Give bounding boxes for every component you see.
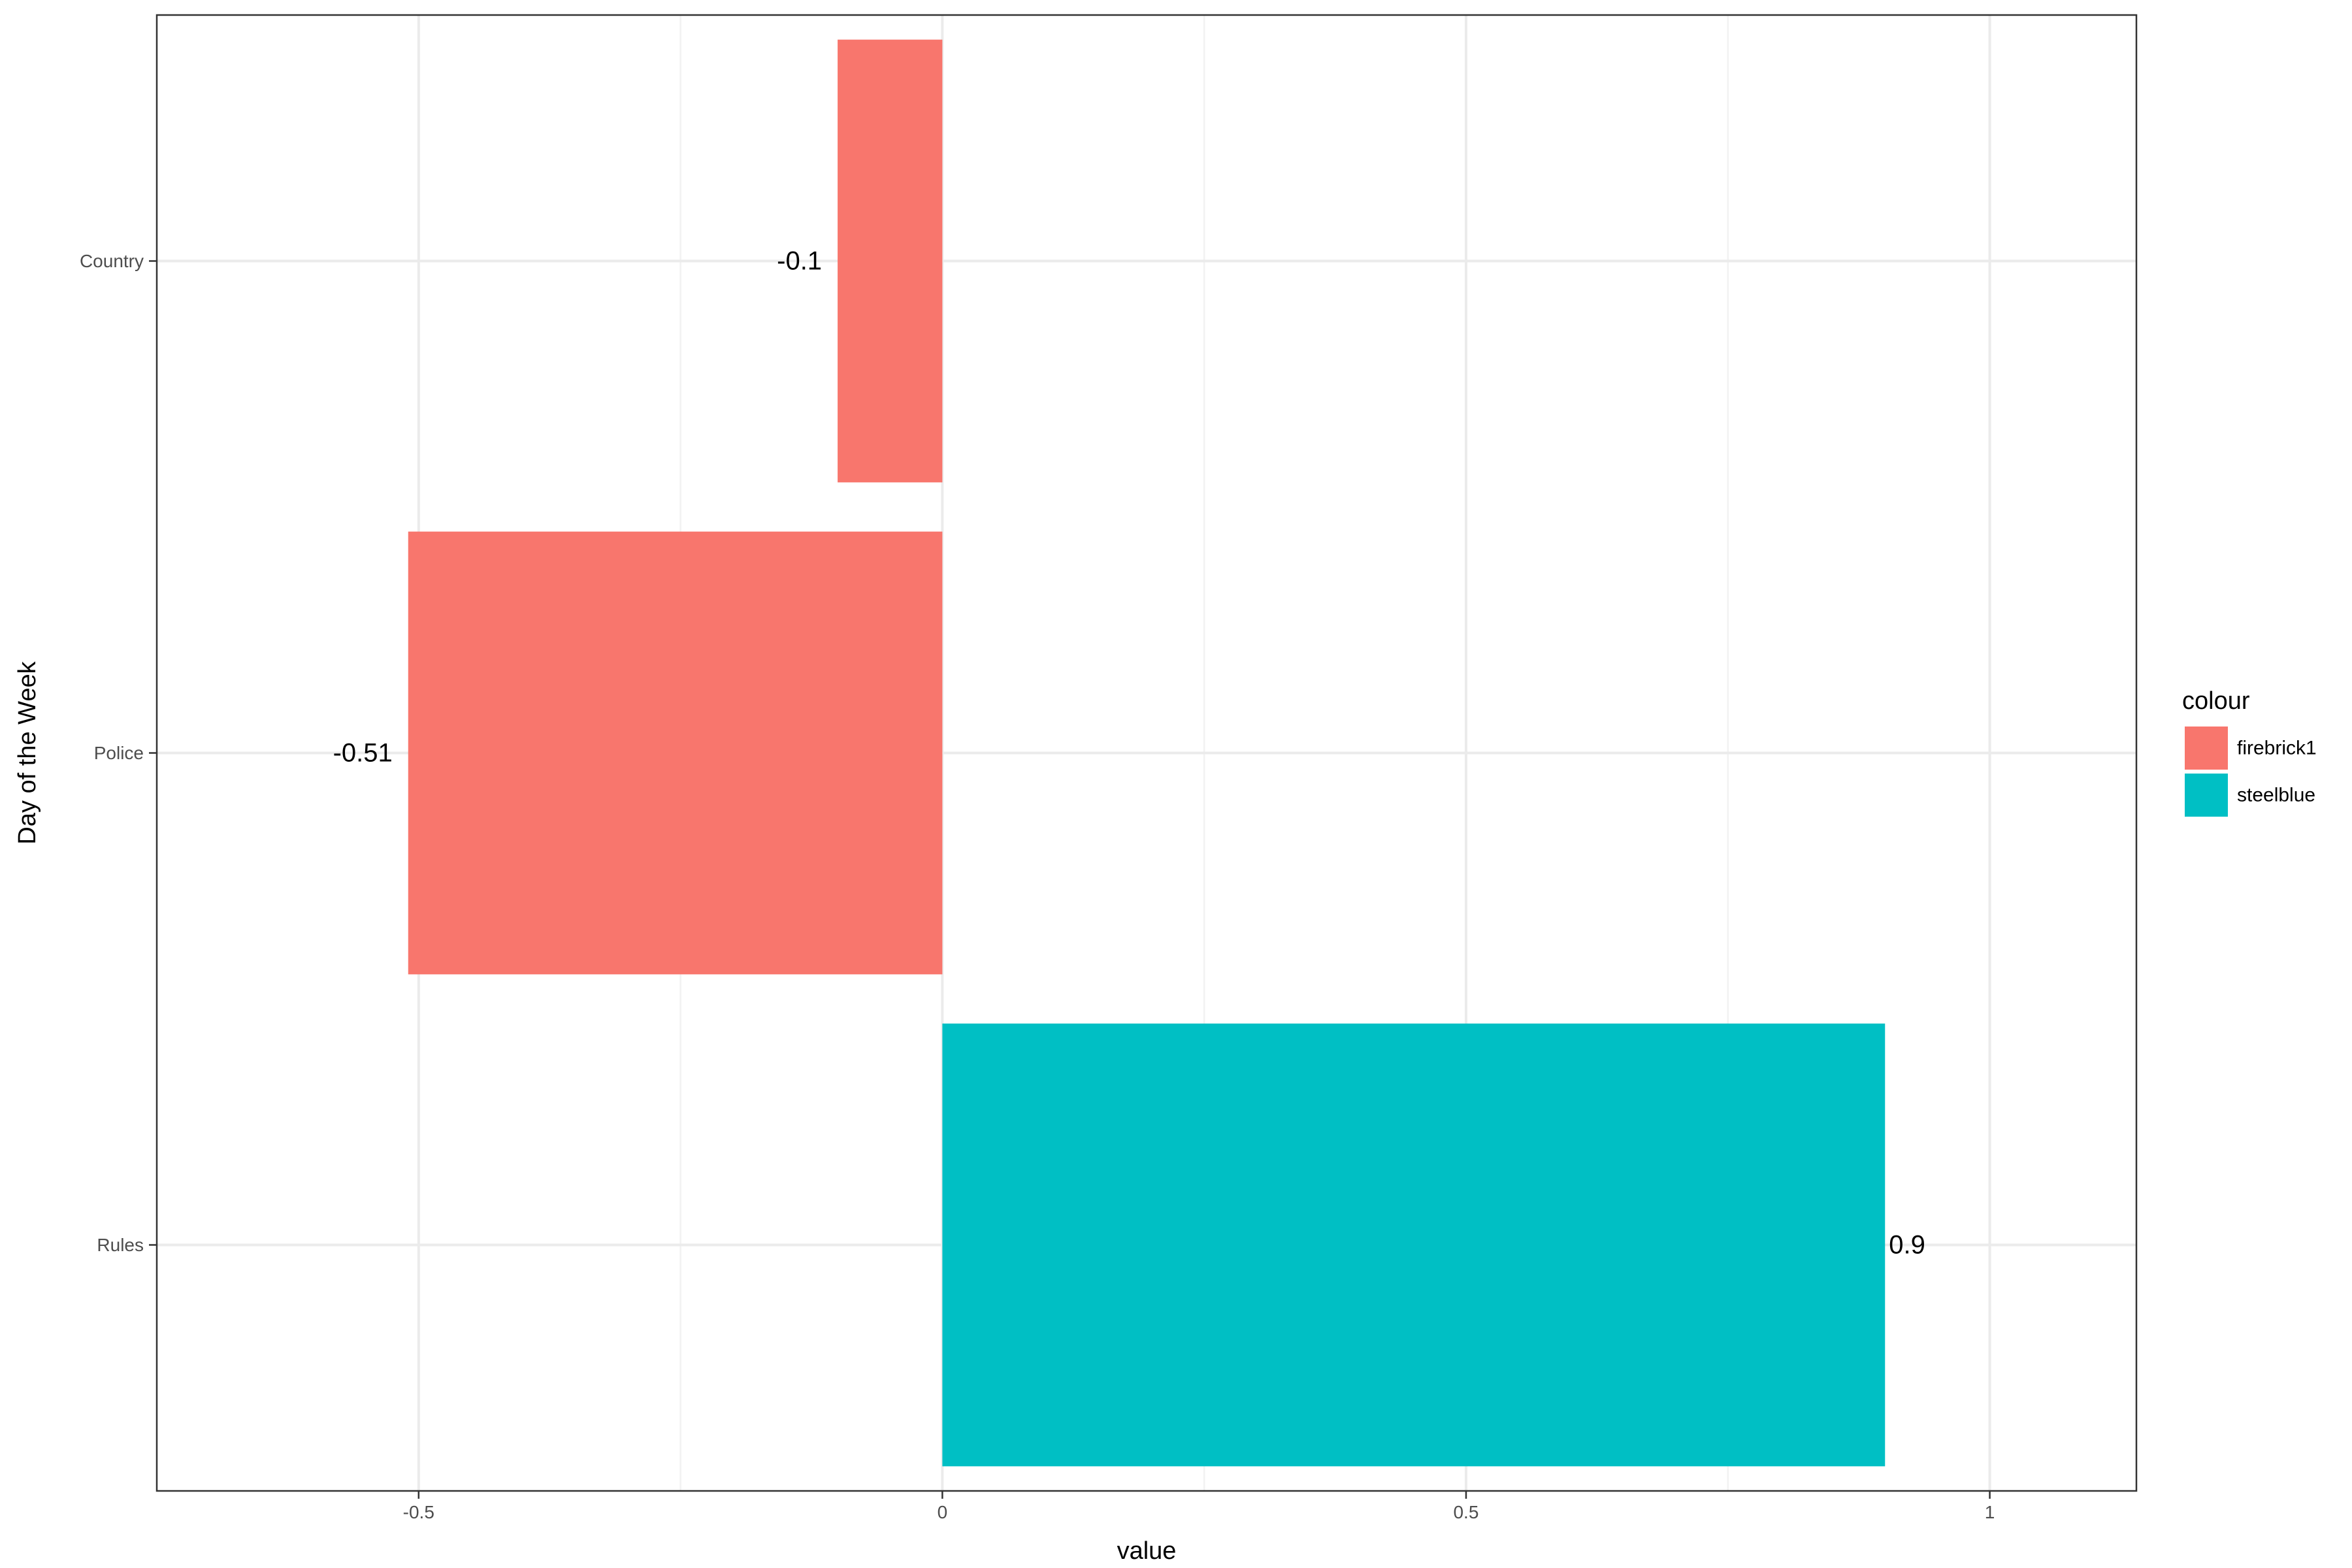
data-label-police: -0.51: [333, 739, 393, 768]
y-axis-title: Day of the Week: [14, 661, 41, 844]
y-tick-label: Country: [80, 251, 144, 271]
bar-country: [838, 39, 943, 483]
x-tick-label: 1: [1985, 1502, 1995, 1522]
data-label-rules: 0.9: [1889, 1231, 1925, 1260]
bars: [408, 39, 1886, 1467]
y-tick-label: Rules: [97, 1235, 144, 1255]
legend-title: colour: [2182, 687, 2250, 715]
bar-rules: [942, 1023, 1886, 1467]
legend: colour firebrick1 steelblue: [2182, 687, 2317, 817]
x-tick-label: 0.5: [1453, 1502, 1478, 1522]
legend-label-steelblue: steelblue: [2237, 785, 2315, 806]
bar-police: [408, 531, 943, 975]
y-tick-label: Police: [94, 743, 144, 763]
x-axis-title: value: [1117, 1537, 1177, 1565]
x-tick-label: 0: [938, 1502, 948, 1522]
legend-key-firebrick1: [2185, 727, 2228, 770]
legend-key-steelblue: [2185, 774, 2228, 817]
data-label-country: -0.1: [777, 247, 822, 276]
data-labels: 0.9 -0.51 -0.1: [333, 247, 1925, 1260]
legend-label-firebrick1: firebrick1: [2237, 738, 2317, 759]
x-tick-label: -0.5: [403, 1502, 434, 1522]
x-axis: -0.5 0 0.5 1: [403, 1491, 1995, 1522]
legend-entries: firebrick1 steelblue: [2185, 727, 2317, 817]
y-axis: Rules Police Country: [80, 251, 157, 1255]
